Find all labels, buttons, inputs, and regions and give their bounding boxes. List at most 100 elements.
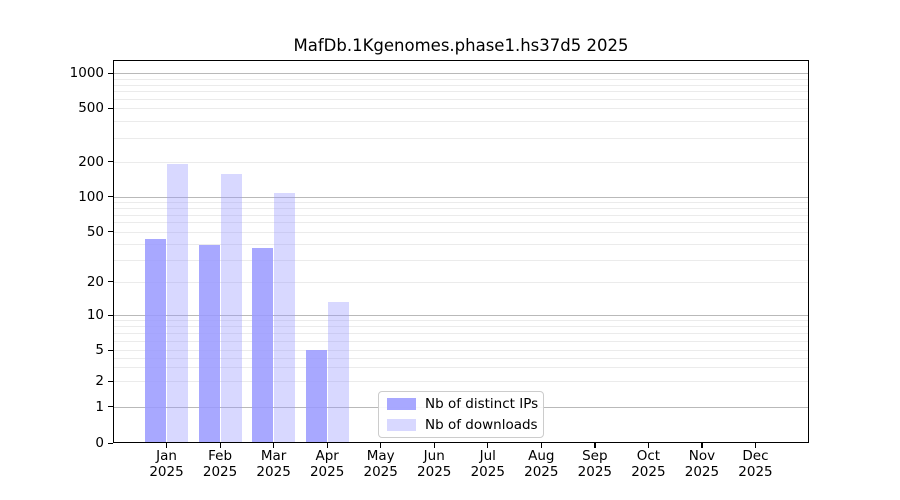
y-tick-label: 200 (78, 153, 104, 170)
x-tick-year: 2025 (256, 463, 291, 480)
y-tick-mark (108, 231, 113, 233)
x-tick-year: 2025 (363, 463, 398, 480)
x-tick-year: 2025 (470, 463, 505, 480)
x-tick-mark (540, 443, 542, 448)
bar-feb-downloads (220, 173, 242, 443)
gridline-major (113, 73, 809, 75)
gridline-minor (113, 78, 809, 80)
legend-swatch-downloads (387, 419, 416, 431)
x-tick-month: Jan (156, 448, 177, 464)
legend: Nb of distinct IPs Nb of downloads (378, 391, 544, 438)
gridline-minor (113, 320, 809, 322)
x-tick-month: Jun (423, 448, 445, 464)
x-tick-year: 2025 (202, 463, 238, 480)
y-tick-label: 20 (86, 273, 104, 290)
gridline-minor (113, 222, 809, 224)
gridline-major (113, 315, 809, 316)
x-tick-month: Mar (260, 448, 287, 464)
gridline-minor (113, 357, 809, 359)
x-tick-mark (380, 443, 382, 448)
x-tick-mark (701, 443, 703, 448)
bar-mar-distinct-ips (252, 248, 274, 443)
x-tick-label: Jun 2025 (404, 448, 464, 480)
legend-swatch-distinct-ips (387, 398, 416, 410)
gridline-minor (113, 333, 809, 334)
x-tick-label: May 2025 (351, 448, 411, 480)
legend-item-distinct-ips: Nb of distinct IPs (387, 396, 539, 412)
gridline-minor (113, 121, 809, 123)
gridline-minor (113, 381, 809, 382)
x-tick-year: 2025 (577, 463, 613, 480)
bar-jan-downloads (167, 164, 189, 443)
x-tick-year: 2025 (631, 463, 666, 480)
x-tick-mark (326, 443, 328, 448)
x-tick-mark (273, 443, 275, 448)
y-tick-mark (108, 314, 113, 316)
gridline-minor (113, 161, 809, 163)
bar-jan-distinct-ips (145, 238, 167, 443)
gridline-minor (113, 202, 809, 204)
x-tick-label: Jul 2025 (458, 448, 518, 480)
bar-apr-downloads (327, 302, 349, 443)
x-tick-label: Feb 2025 (190, 448, 250, 480)
y-tick-mark (108, 72, 113, 74)
x-tick-month: Aug (528, 448, 555, 464)
y-tick-label: 50 (86, 223, 104, 240)
legend-label-downloads: Nb of downloads (425, 417, 538, 433)
bar-mar-downloads (274, 192, 296, 443)
gridline-minor (113, 326, 809, 328)
y-tick-mark (108, 107, 113, 109)
x-tick-year: 2025 (149, 463, 184, 480)
x-tick-mark (166, 443, 168, 448)
x-tick-month: Dec (742, 448, 769, 464)
gridline-minor (113, 138, 809, 140)
plot-area (113, 60, 809, 443)
x-tick-year: 2025 (417, 463, 452, 480)
legend-item-downloads: Nb of downloads (387, 417, 538, 433)
gridline-minor (113, 84, 809, 86)
x-tick-month: Apr (315, 448, 339, 464)
chart-title: MafDb.1Kgenomes.phase1.hs37d5 2025 (293, 36, 629, 55)
x-tick-label: Apr 2025 (297, 448, 357, 480)
gridline-minor (113, 259, 809, 261)
gridline-minor (113, 108, 809, 110)
gridline-minor (113, 91, 809, 93)
y-tick-label: 0 (95, 435, 104, 451)
x-tick-label: Jan 2025 (137, 448, 197, 480)
x-tick-label: Dec 2025 (725, 448, 785, 480)
x-tick-mark (487, 443, 489, 448)
gridline-minor (113, 231, 809, 233)
x-tick-mark (754, 443, 757, 448)
gridline-minor (113, 214, 809, 216)
x-tick-label: Mar 2025 (244, 448, 304, 480)
x-tick-label: Oct 2025 (618, 448, 678, 480)
y-tick-label: 500 (78, 100, 104, 117)
y-tick-label: 10 (86, 307, 104, 323)
x-tick-month: Nov (688, 448, 716, 464)
gridline-minor (113, 350, 809, 351)
y-tick-mark (108, 196, 113, 198)
y-tick-mark (108, 349, 113, 351)
y-tick-label: 1000 (69, 65, 104, 82)
x-tick-mark (433, 443, 435, 448)
legend-label-distinct-ips: Nb of distinct IPs (425, 396, 539, 412)
y-tick-mark (108, 406, 113, 408)
gridline-minor (113, 367, 809, 369)
x-tick-year: 2025 (684, 463, 720, 480)
y-tick-label: 2 (95, 373, 104, 389)
x-tick-month: Jul (479, 448, 496, 464)
y-tick-mark (108, 442, 113, 444)
y-tick-label: 1 (95, 398, 104, 415)
x-tick-mark (219, 443, 221, 448)
gridline-minor (113, 243, 809, 245)
x-tick-mark (594, 443, 596, 448)
x-tick-mark (647, 443, 650, 448)
gridline-minor (113, 207, 809, 209)
x-tick-label: Sep 2025 (565, 448, 625, 480)
gridline-minor (113, 340, 809, 342)
bar-apr-distinct-ips (305, 350, 327, 443)
x-tick-year: 2025 (738, 463, 773, 480)
x-tick-month: May (366, 448, 395, 464)
y-tick-label: 100 (78, 188, 104, 205)
